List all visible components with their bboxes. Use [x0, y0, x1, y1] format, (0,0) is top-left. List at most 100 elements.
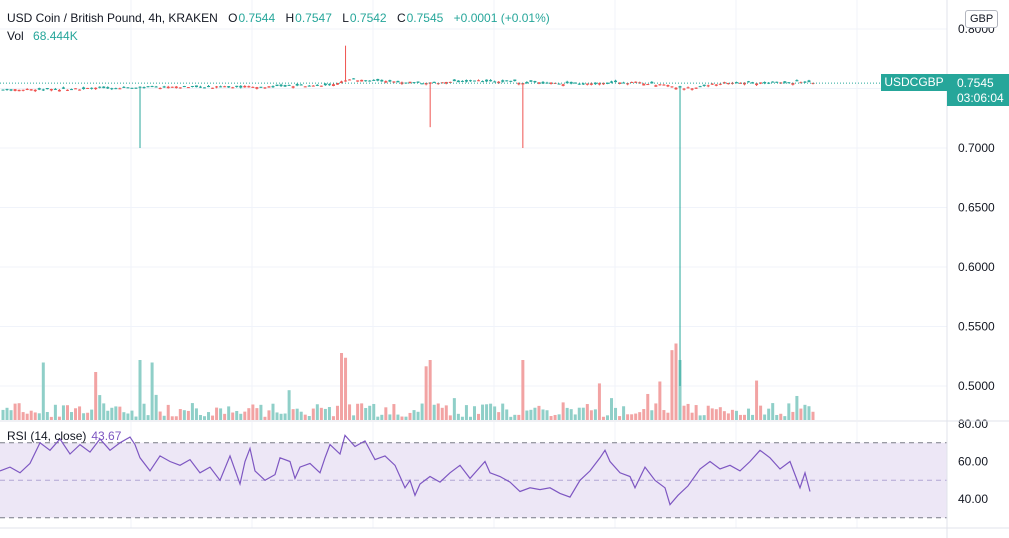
- volume-bar: [388, 414, 392, 420]
- volume-bar: [295, 408, 299, 420]
- candle-body: [287, 84, 291, 86]
- candle-body: [255, 87, 259, 89]
- volume-bar: [424, 366, 428, 420]
- candle-body: [690, 88, 694, 90]
- rsi-value: 43.67: [91, 429, 122, 443]
- candle-body: [158, 87, 162, 90]
- volume-bar: [710, 408, 714, 420]
- volume-bar: [110, 407, 114, 420]
- volume-bar: [525, 410, 529, 420]
- candle-body: [646, 84, 650, 86]
- volume-bar: [239, 413, 243, 420]
- volume-bar: [150, 362, 154, 420]
- candle-body: [771, 81, 775, 83]
- candle-body: [440, 82, 444, 84]
- volume-bar: [323, 408, 327, 420]
- volume-bar: [751, 414, 755, 420]
- volume-bar: [166, 404, 170, 420]
- volume-bar: [577, 407, 581, 420]
- volume-bar: [291, 409, 295, 420]
- volume-bar: [287, 390, 291, 420]
- candle-body: [98, 86, 102, 88]
- candle-body: [74, 88, 78, 90]
- volume-bar: [307, 416, 311, 420]
- symbol-title[interactable]: USD Coin / British Pound, 4h, KRAKEN: [7, 11, 218, 25]
- candle-body: [348, 79, 352, 81]
- candle-body: [247, 86, 251, 88]
- candle-body: [456, 80, 460, 83]
- candle-body: [340, 81, 344, 83]
- candle-body: [283, 85, 287, 87]
- volume-bar: [65, 405, 69, 420]
- candle-body: [239, 85, 243, 88]
- volume-bar: [714, 409, 718, 420]
- currency-button[interactable]: GBP: [965, 10, 999, 28]
- candle-body: [323, 83, 327, 86]
- volume-bar: [420, 403, 424, 420]
- candle-body: [610, 81, 614, 83]
- candle-body: [356, 80, 360, 82]
- volume-bar: [327, 407, 331, 420]
- volume-bar: [86, 412, 90, 420]
- candle-body: [223, 86, 227, 88]
- volume-bar: [618, 416, 622, 420]
- volume-bar: [674, 343, 678, 420]
- candle-body: [17, 89, 21, 92]
- candle-body: [154, 86, 158, 88]
- volume-bar: [509, 416, 513, 420]
- candle-body: [763, 82, 767, 84]
- volume-bar: [380, 414, 384, 420]
- volume-bar: [142, 403, 146, 420]
- volume-bar: [251, 404, 255, 420]
- candle-body: [747, 81, 751, 83]
- candle-body: [202, 87, 206, 89]
- volume-bar: [452, 398, 456, 420]
- volume-bar: [384, 407, 388, 420]
- candle-body: [513, 79, 517, 82]
- rsi-label[interactable]: RSI (14, close): [7, 429, 87, 443]
- candle-body: [5, 89, 9, 91]
- candle-body: [420, 83, 424, 85]
- price-tick-label: 0.6500: [958, 201, 995, 215]
- rsi-line: [0, 434, 811, 506]
- candle-body: [207, 85, 211, 88]
- candle-body: [686, 87, 690, 89]
- volume-bar: [158, 411, 162, 420]
- candle-body: [86, 87, 90, 89]
- volume-bar: [742, 414, 746, 420]
- volume-bar: [718, 407, 722, 420]
- candle-body: [726, 82, 730, 85]
- volume-bar: [412, 410, 416, 420]
- volume-bar: [98, 395, 102, 420]
- candle-body: [791, 83, 795, 85]
- volume-bar: [29, 410, 33, 420]
- candle-body: [444, 81, 448, 84]
- candle-body: [759, 82, 763, 84]
- candle-body: [501, 80, 505, 82]
- candle-body: [243, 85, 247, 88]
- volume-bar: [182, 410, 186, 420]
- candle-body: [775, 81, 779, 83]
- volume-bar: [513, 414, 517, 420]
- candle-body: [170, 86, 174, 88]
- price-tick-label: 0.7000: [958, 141, 995, 155]
- volume-bar: [630, 414, 634, 420]
- volume-bar: [783, 416, 787, 420]
- volume-bar: [368, 405, 372, 420]
- volume-label[interactable]: Vol: [7, 29, 24, 43]
- candle-body: [142, 87, 146, 89]
- candle-body: [452, 79, 456, 82]
- last-price-tag: 0.7545 03:06:04: [947, 74, 1009, 106]
- volume-bar: [428, 360, 432, 420]
- volume-bar: [662, 410, 666, 420]
- price-tick-label: 0.5500: [958, 320, 995, 334]
- volume-bar: [614, 407, 618, 420]
- volume-bar: [706, 405, 710, 420]
- volume-bar: [364, 408, 368, 420]
- volume-bar: [605, 415, 609, 420]
- volume-value: 68.444K: [33, 29, 78, 43]
- volume-bar: [755, 380, 759, 420]
- candle-body: [521, 83, 525, 85]
